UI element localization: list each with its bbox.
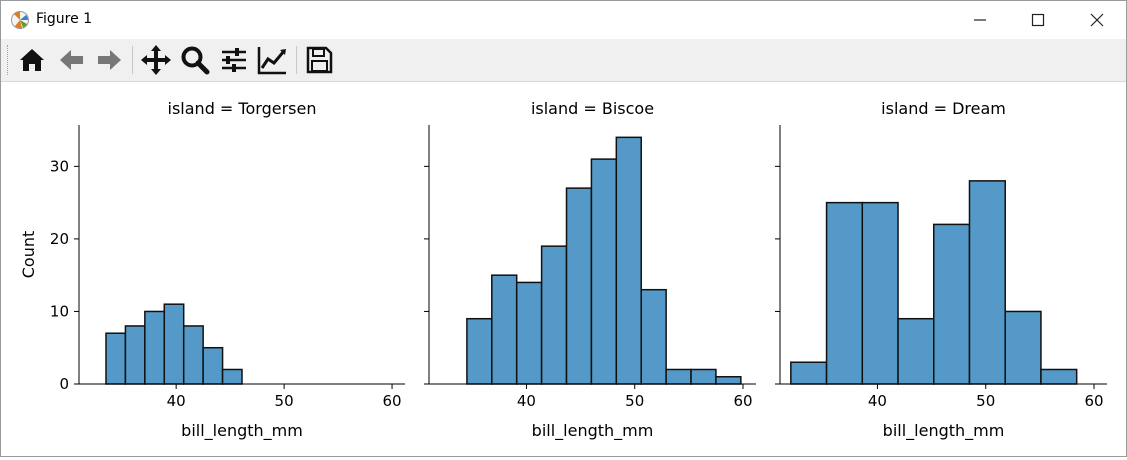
arrow-right-icon[interactable] bbox=[92, 43, 126, 77]
histogram-bar bbox=[640, 288, 667, 385]
facet-title: island = Dream bbox=[881, 99, 1006, 118]
histogram-bar bbox=[690, 368, 717, 385]
histogram-bar bbox=[515, 281, 543, 385]
window-title: Figure 1 bbox=[36, 11, 93, 27]
histogram-bar bbox=[1004, 310, 1042, 385]
x-tick-label: 50 bbox=[976, 392, 995, 410]
move-icon[interactable] bbox=[139, 43, 173, 77]
facet-histogram-chart: 40 50 60 0 10 20 30 island = Torgersen bill_leng… bbox=[19, 99, 1107, 441]
histogram-bar bbox=[590, 158, 618, 385]
sliders-icon[interactable] bbox=[217, 43, 251, 77]
histogram-bar bbox=[540, 245, 568, 385]
navigation-toolbar bbox=[1, 39, 1126, 82]
x-axis-label: bill_length_mm bbox=[883, 421, 1005, 441]
minimize-button[interactable] bbox=[951, 1, 1009, 39]
x-tick-label: 40 bbox=[167, 392, 186, 410]
facet-title: island = Torgersen bbox=[168, 99, 317, 118]
x-tick-label: 60 bbox=[733, 392, 752, 410]
line-chart-icon[interactable] bbox=[255, 43, 289, 77]
histogram-bar bbox=[897, 317, 935, 385]
x-tick-label: 50 bbox=[625, 392, 644, 410]
histogram-bar bbox=[968, 180, 1006, 385]
y-tick-label: 10 bbox=[50, 302, 69, 320]
histogram-bar bbox=[565, 187, 593, 385]
x-tick-label: 40 bbox=[517, 392, 536, 410]
toolbar-grip[interactable] bbox=[7, 45, 10, 75]
histogram-bar bbox=[615, 136, 642, 385]
histogram-bar bbox=[715, 375, 742, 385]
matplotlib-app-icon bbox=[11, 11, 29, 29]
x-tick-label: 50 bbox=[275, 392, 294, 410]
x-tick-label: 60 bbox=[1084, 392, 1103, 410]
facet-title: island = Biscoe bbox=[531, 99, 654, 118]
histogram-bar bbox=[790, 361, 828, 385]
y-tick-label: 30 bbox=[50, 157, 69, 175]
close-button[interactable] bbox=[1067, 1, 1125, 39]
arrow-left-icon[interactable] bbox=[55, 43, 89, 77]
x-tick-label: 60 bbox=[382, 392, 401, 410]
figure-canvas[interactable]: 40 50 60 0 10 20 30 island = Torgersen bill_leng… bbox=[1, 82, 1126, 456]
facet-panel-0: 40 50 60 0 10 20 30 island = Torgersen bill_leng… bbox=[19, 99, 405, 441]
toolbar-separator bbox=[296, 46, 297, 74]
histogram-bar bbox=[163, 303, 185, 385]
x-axis-label: bill_length_mm bbox=[532, 421, 654, 441]
title-bar: Figure 1 bbox=[1, 1, 1126, 39]
histogram-bar bbox=[221, 368, 243, 385]
histogram-bar bbox=[933, 223, 971, 385]
histogram-bar bbox=[124, 325, 146, 385]
histogram-bar bbox=[491, 274, 518, 385]
histogram-bar bbox=[1040, 368, 1078, 385]
floppy-disk-icon[interactable] bbox=[302, 43, 336, 77]
magnifier-icon[interactable] bbox=[178, 43, 212, 77]
x-tick-label: 40 bbox=[868, 392, 887, 410]
histogram-bar bbox=[105, 332, 127, 385]
histogram-bar bbox=[861, 201, 899, 385]
toolbar-separator bbox=[132, 46, 133, 74]
histogram-bar bbox=[144, 310, 166, 385]
facet-panel-2: 40 50 60 island = Dream bill_length_mm bbox=[775, 99, 1107, 441]
y-tick-label: 20 bbox=[50, 230, 69, 248]
y-tick-label: 0 bbox=[59, 375, 69, 393]
histogram-bar bbox=[665, 368, 692, 385]
x-axis-label: bill_length_mm bbox=[181, 421, 303, 441]
maximize-button[interactable] bbox=[1009, 1, 1067, 39]
home-icon[interactable] bbox=[15, 43, 49, 77]
histogram-bar bbox=[182, 325, 204, 385]
histogram-bar bbox=[825, 201, 864, 385]
histogram-bar bbox=[466, 317, 493, 385]
facet-panel-1: 40 50 60 island = Biscoe bill_length_mm bbox=[424, 99, 756, 441]
histogram-bar bbox=[202, 346, 224, 385]
y-axis-label: Count bbox=[19, 231, 38, 279]
